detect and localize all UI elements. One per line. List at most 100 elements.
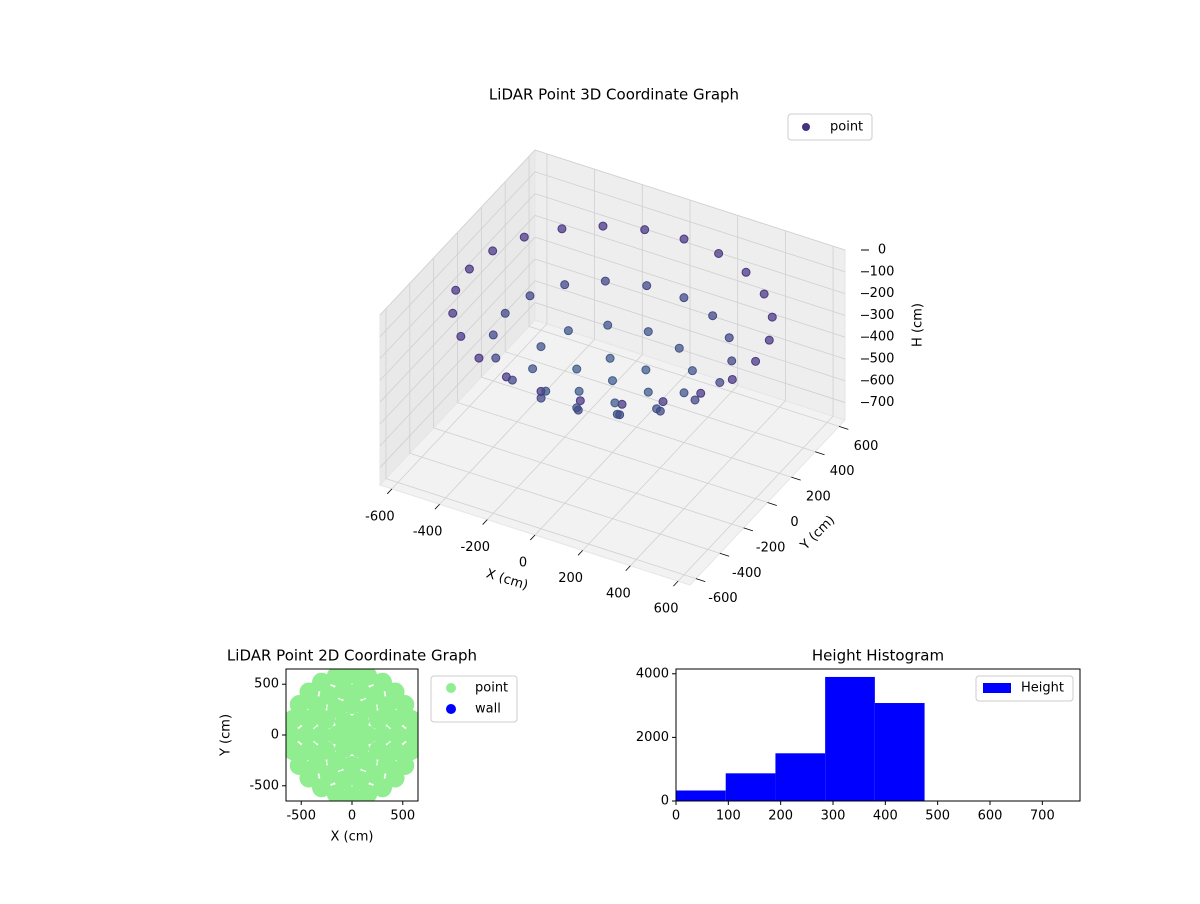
y-tick-label: 500 [254,677,279,692]
point [488,330,498,340]
y-tick-label: -400 [732,566,762,581]
point [727,356,737,366]
point [307,696,327,716]
legend: point [787,113,873,141]
legend-label: point [830,120,863,135]
point [679,234,689,244]
point [334,680,354,700]
point [687,366,697,376]
point [525,291,535,301]
z-tick-label: 100 [870,264,895,279]
x-tick-label: 300 [821,809,846,824]
point [342,786,362,801]
point [563,326,573,336]
tick-mark [673,580,679,587]
x-axis-label: X (cm) [331,830,374,845]
chart-title: LiDAR Point 2D Coordinate Graph [227,647,477,665]
point [286,725,301,745]
point [451,285,461,295]
chart-title: LiDAR Point 3D Coordinate Graph [489,86,739,104]
z-tick-label: 600 [870,373,895,388]
x-tick-label: 200 [768,809,793,824]
point [350,770,370,790]
x-tick-label: 400 [606,586,631,601]
legend-marker [446,683,456,693]
point [708,311,718,321]
point [342,695,362,715]
grid-line [534,258,846,360]
x-tick-label: 0 [672,809,680,824]
legend-label: point [475,681,508,696]
grid-line [379,171,536,338]
point [610,398,620,408]
point [759,289,769,299]
grid-line [534,236,846,338]
point [767,312,777,322]
tick-mark [695,578,706,583]
grid-line [379,215,536,381]
legend-frame [975,675,1074,702]
plot-area [286,669,418,801]
grid-line [379,258,536,425]
point [764,335,774,345]
point [643,387,653,397]
z-tick-label: 0 [878,243,886,258]
grid-line [534,171,846,273]
chart-title: Height Histogram [812,647,944,665]
legend: Height [975,675,1074,702]
z-tick-label: 200 [870,286,895,301]
point [600,276,610,286]
point [312,725,332,745]
point [488,246,498,256]
point [448,308,458,318]
point [289,695,309,715]
grid-line [534,280,846,382]
point [574,386,584,396]
tick-mark [838,425,849,430]
point [507,375,517,385]
bar [775,753,826,801]
y-tick-label: -200 [756,540,786,555]
legend-marker [446,704,456,714]
x-tick-label: 500 [390,809,415,824]
x-tick-label: 400 [873,809,898,824]
point [690,395,700,405]
point [572,364,582,374]
x-tick-label: -200 [461,540,491,555]
bar [825,676,875,801]
legend: point wall [430,675,518,723]
tick-mark [530,534,536,541]
grid-line [385,478,697,580]
point [342,669,362,684]
point [456,331,466,341]
z-tick-label: 500 [870,351,895,366]
point [605,353,615,363]
point [557,224,567,234]
point [641,365,651,375]
y-tick-label: 600 [854,439,879,454]
point [715,378,725,387]
z-tick-label: 400 [870,330,895,345]
tick-mark [625,565,631,571]
point [395,755,415,775]
point [286,709,303,729]
point [696,388,706,398]
point [286,741,303,761]
point [368,740,388,760]
point [724,333,734,343]
point [640,225,650,235]
point [316,710,336,730]
point [617,399,627,409]
x-tick-label: -500 [286,809,316,824]
x-tick-label: 500 [925,809,950,824]
point [474,353,484,363]
x-tick-label: 0 [519,556,527,571]
grid-line [379,149,536,316]
legend-label: wall [475,702,501,717]
point [388,725,408,745]
z-tick-label: 700 [870,395,895,410]
point [603,320,613,330]
x-tick-label: 200 [558,571,583,586]
tick-mark [482,519,488,525]
point [491,353,501,363]
